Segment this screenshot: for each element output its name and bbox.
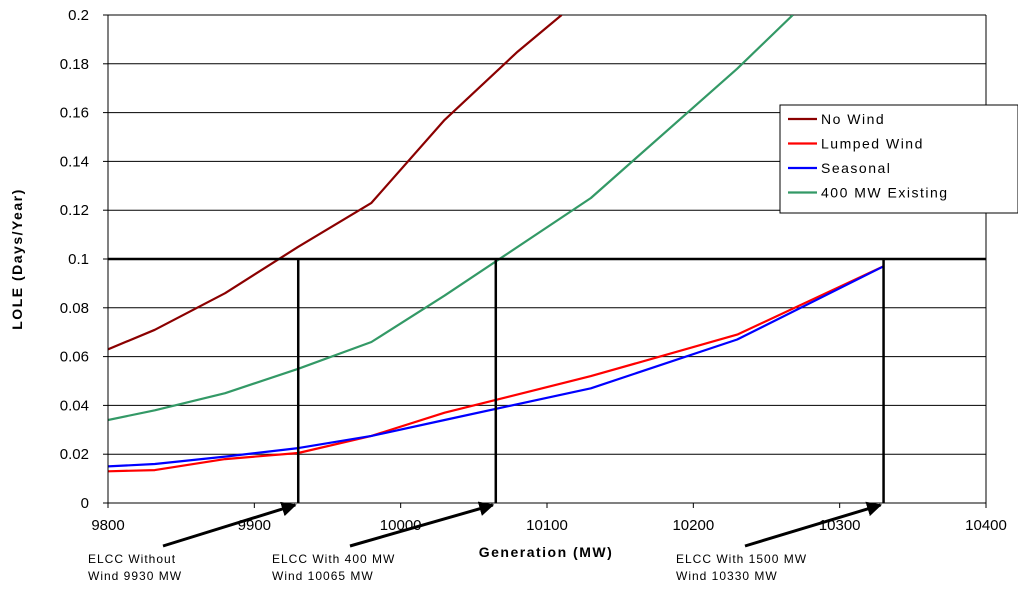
series-line (108, 15, 563, 351)
x-axis-title: Generation (MW) (479, 544, 614, 560)
elcc-arrow (162, 501, 297, 548)
y-tick-label: 0.08 (60, 300, 89, 317)
y-axis-title: LOLE (Days/Year) (9, 188, 25, 330)
x-tick-label: 10100 (526, 517, 568, 534)
y-tick-label: 0.02 (60, 446, 89, 463)
y-tick-label: 0.12 (60, 202, 89, 219)
series-layer (108, 15, 885, 473)
y-tick-label: 0.1 (68, 251, 89, 268)
y-tick-label: 0 (81, 495, 89, 512)
elcc-label-line1: ELCC With 1500 MW (676, 552, 807, 566)
y-tick-label: 0.2 (68, 7, 89, 24)
legend-label: 400 MW Existing (821, 185, 949, 201)
elcc-label-line2: Wind 9930 MW (88, 569, 182, 583)
elcc-label-line1: ELCC Without (88, 552, 176, 566)
y-tick-label: 0.06 (60, 349, 89, 366)
elcc-label-line2: Wind 10065 MW (272, 569, 374, 583)
x-tick-label: 10200 (672, 517, 714, 534)
y-tick-label: 0.16 (60, 105, 89, 122)
elcc-annotations: ELCC Without Wind 9930 MW ELCC With 400 MW… (88, 501, 883, 583)
legend-box (779, 104, 1018, 214)
x-tick-label: 9900 (238, 517, 271, 534)
elcc-arrow (349, 501, 495, 548)
x-tick-label: 10400 (965, 517, 1007, 534)
reference-layer (108, 257, 986, 503)
x-tick-label: 9800 (91, 517, 124, 534)
legend-label: Seasonal (821, 160, 891, 176)
axis-layer: 0 0.02 0.04 0.06 0.08 0.1 0.12 0.14 0.16 0.18 0.2 9… (60, 7, 1007, 534)
legend-label: Lumped Wind (821, 136, 924, 152)
y-tick-label: 0.14 (60, 153, 89, 170)
legend: No Wind Lumped Wind Seasonal 400 MW Existin… (779, 104, 1018, 214)
legend-label: No Wind (821, 111, 885, 127)
series-line (108, 15, 794, 422)
y-tick-label: 0.18 (60, 56, 89, 73)
x-tick-label: 10300 (819, 517, 861, 534)
elcc-arrow (744, 501, 883, 548)
elcc-label-line1: ELCC With 400 MW (272, 552, 395, 566)
y-tick-label: 0.04 (60, 397, 89, 414)
elcc-label-line2: Wind 10330 MW (676, 569, 778, 583)
series-line (108, 265, 885, 468)
